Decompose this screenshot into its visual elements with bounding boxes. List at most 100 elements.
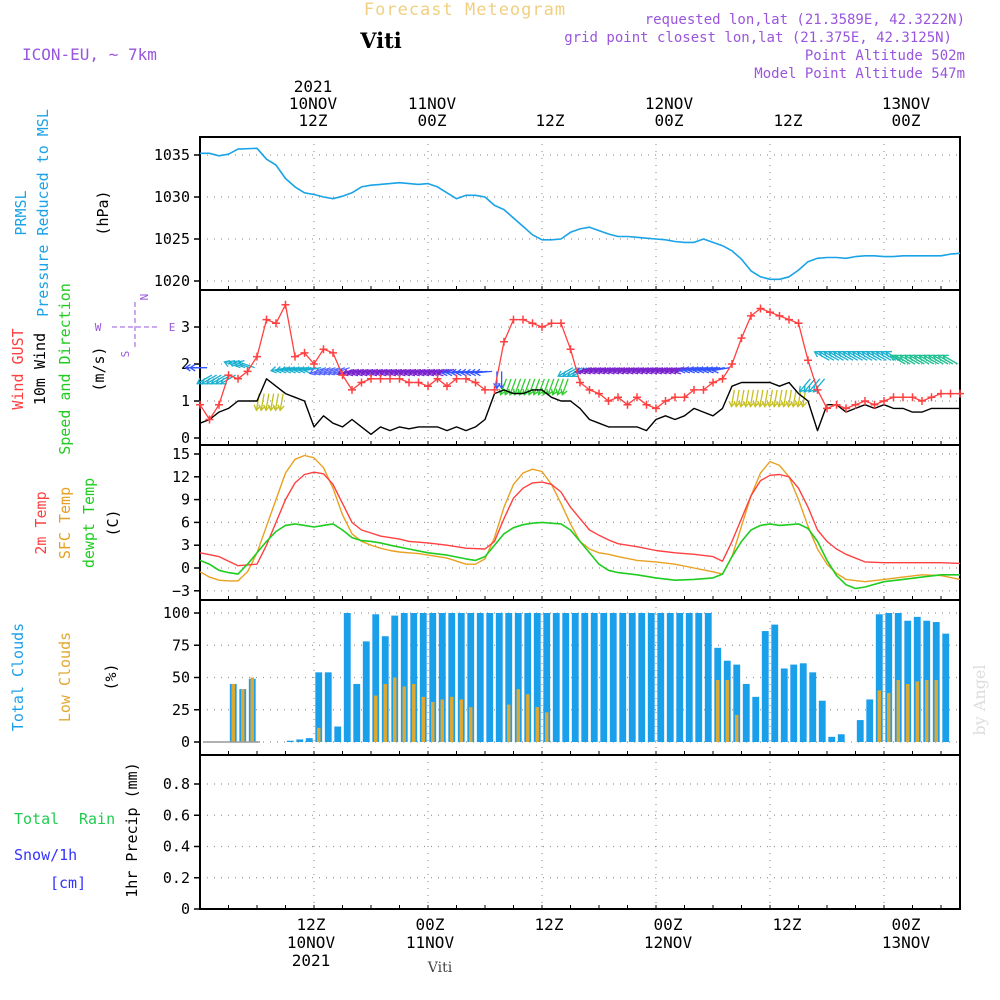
gust-marker-2 — [215, 400, 223, 409]
wind-arrow — [323, 367, 341, 375]
wind-arrow-head — [440, 368, 448, 377]
wind-arrow-head — [798, 385, 806, 393]
low-cloud-bar-32 — [507, 704, 511, 742]
gust-marker-46 — [633, 393, 641, 402]
pressure-label-unit: (hPa) — [94, 190, 112, 235]
total-cloud-bar-53 — [704, 613, 712, 742]
top-label-3: 11NOV — [408, 94, 457, 113]
bottom-label-0: 12Z — [297, 915, 326, 934]
compass-e: E — [169, 321, 176, 334]
total-cloud-bar-70 — [866, 699, 874, 742]
temp-label-2m: 2m Temp — [32, 491, 50, 554]
precip-label-rain: Rain — [79, 810, 115, 828]
pressure-ytick-label-0: 1020 — [154, 272, 190, 290]
wind-arrow-head — [237, 359, 245, 368]
gust-marker-74 — [899, 393, 907, 402]
wind-arrow-head — [738, 400, 746, 408]
total-cloud-bar-42 — [600, 613, 608, 742]
wind-arrow-head — [412, 369, 420, 377]
pressure-frame — [199, 136, 961, 291]
wind-arrow-head — [697, 366, 705, 374]
wind-arrow-group-11 — [574, 367, 692, 375]
wind-arrow — [314, 367, 331, 375]
gust-marker-19 — [376, 374, 385, 383]
wind-ytick-label-1: 1 — [181, 392, 190, 410]
total-cloud-bar-58 — [752, 696, 760, 742]
clouds-ytick-label-3: 75 — [172, 636, 190, 654]
wind-arrow-head — [403, 369, 411, 377]
wind-arrow-head — [223, 359, 231, 368]
wind-arrow-group-13 — [728, 389, 808, 408]
low-cloud-bar-3 — [231, 683, 235, 742]
total-cloud-bar-56 — [733, 664, 741, 742]
wind-arrow-head — [785, 400, 793, 408]
top-time-labels: 2021 10NOV 12Z 11NOV 00Z 12Z 12NOV 00Z 1… — [289, 77, 931, 130]
total-cloud-bar-37 — [552, 613, 560, 742]
wind-arrow-head — [742, 400, 751, 408]
gust-marker-68 — [842, 404, 850, 413]
total-cloud-bar-38 — [562, 613, 570, 742]
wind-arrow-head — [593, 367, 601, 375]
wind-arrow-head — [253, 404, 261, 412]
precip-ytick-label-4: 0.8 — [163, 775, 190, 793]
wind-arrow — [749, 389, 755, 407]
total-cloud-bar-24 — [429, 613, 437, 742]
total-cloud-bar-43 — [609, 613, 617, 742]
wind-arrow-head — [733, 400, 741, 408]
gust-marker-65 — [813, 385, 822, 394]
location-name: Viti — [359, 28, 402, 53]
wind-arrow-head — [267, 404, 276, 412]
point-altitude: Point Altitude 502m — [805, 48, 965, 64]
gust-marker-41 — [585, 385, 594, 394]
total-cloud-bar-78 — [942, 633, 950, 742]
compass-w: W — [95, 321, 102, 334]
wind-arrow-head — [323, 368, 331, 376]
total-cloud-bar-64 — [809, 672, 817, 742]
wind-arrow-group-16 — [889, 354, 958, 365]
top-label-6: 12NOV — [645, 94, 694, 113]
wind-arrow-head — [360, 369, 368, 377]
wind-arrow-head — [683, 366, 691, 374]
wind-arrow — [783, 389, 788, 407]
wind-arrow — [228, 361, 246, 369]
wind-arrow — [708, 367, 725, 372]
total-cloud-bar-66 — [828, 736, 836, 742]
wind-arrow — [290, 367, 307, 372]
cloud-panel-labels: Total Clouds Low Clouds (%) — [9, 623, 120, 731]
wind-arrow-head — [640, 367, 648, 375]
wind-arrow-head — [445, 368, 453, 377]
wind-arrow-head — [621, 367, 629, 375]
total-cloud-bar-16 — [353, 683, 361, 742]
wind-arrow — [499, 378, 507, 395]
gust-marker-9 — [281, 300, 290, 309]
wind-arrow — [475, 370, 493, 374]
total-cloud-bar-17 — [362, 641, 370, 742]
wind-arrow-head — [884, 350, 892, 358]
wind-arrow-head — [464, 368, 472, 377]
gust-marker-10 — [291, 352, 299, 361]
gust-marker-22 — [405, 378, 413, 387]
top-label-0: 2021 — [294, 77, 333, 96]
wind-arrow-head — [454, 368, 462, 377]
wind-arrow-head — [232, 359, 240, 368]
total-cloud-bar-23 — [419, 613, 427, 742]
gust-marker-8 — [272, 319, 280, 328]
wind-arrow-head — [308, 368, 316, 376]
wind-arrow-head — [258, 404, 266, 412]
wind-arrow — [514, 378, 522, 395]
model-name: ICON-EU, ~ 7km — [22, 45, 157, 64]
precip-label-snow: Snow/1h — [14, 846, 77, 864]
wind-arrow-head — [650, 367, 658, 375]
wind-arrow — [299, 367, 317, 372]
plot-layer: 10201025103010350123−3036912150255075100… — [154, 136, 964, 918]
total-cloud-bar-63 — [799, 663, 807, 742]
wind-arrow-head — [219, 377, 227, 385]
cloud-label-unit: (%) — [102, 663, 120, 690]
wind-arrow — [703, 367, 721, 372]
wind-arrow-head — [303, 366, 311, 374]
gust-marker-76 — [918, 397, 926, 405]
low-cloud-bar-77 — [934, 680, 938, 742]
bottom-label-8: 12Z — [773, 915, 802, 934]
gust-marker-4 — [234, 374, 242, 383]
